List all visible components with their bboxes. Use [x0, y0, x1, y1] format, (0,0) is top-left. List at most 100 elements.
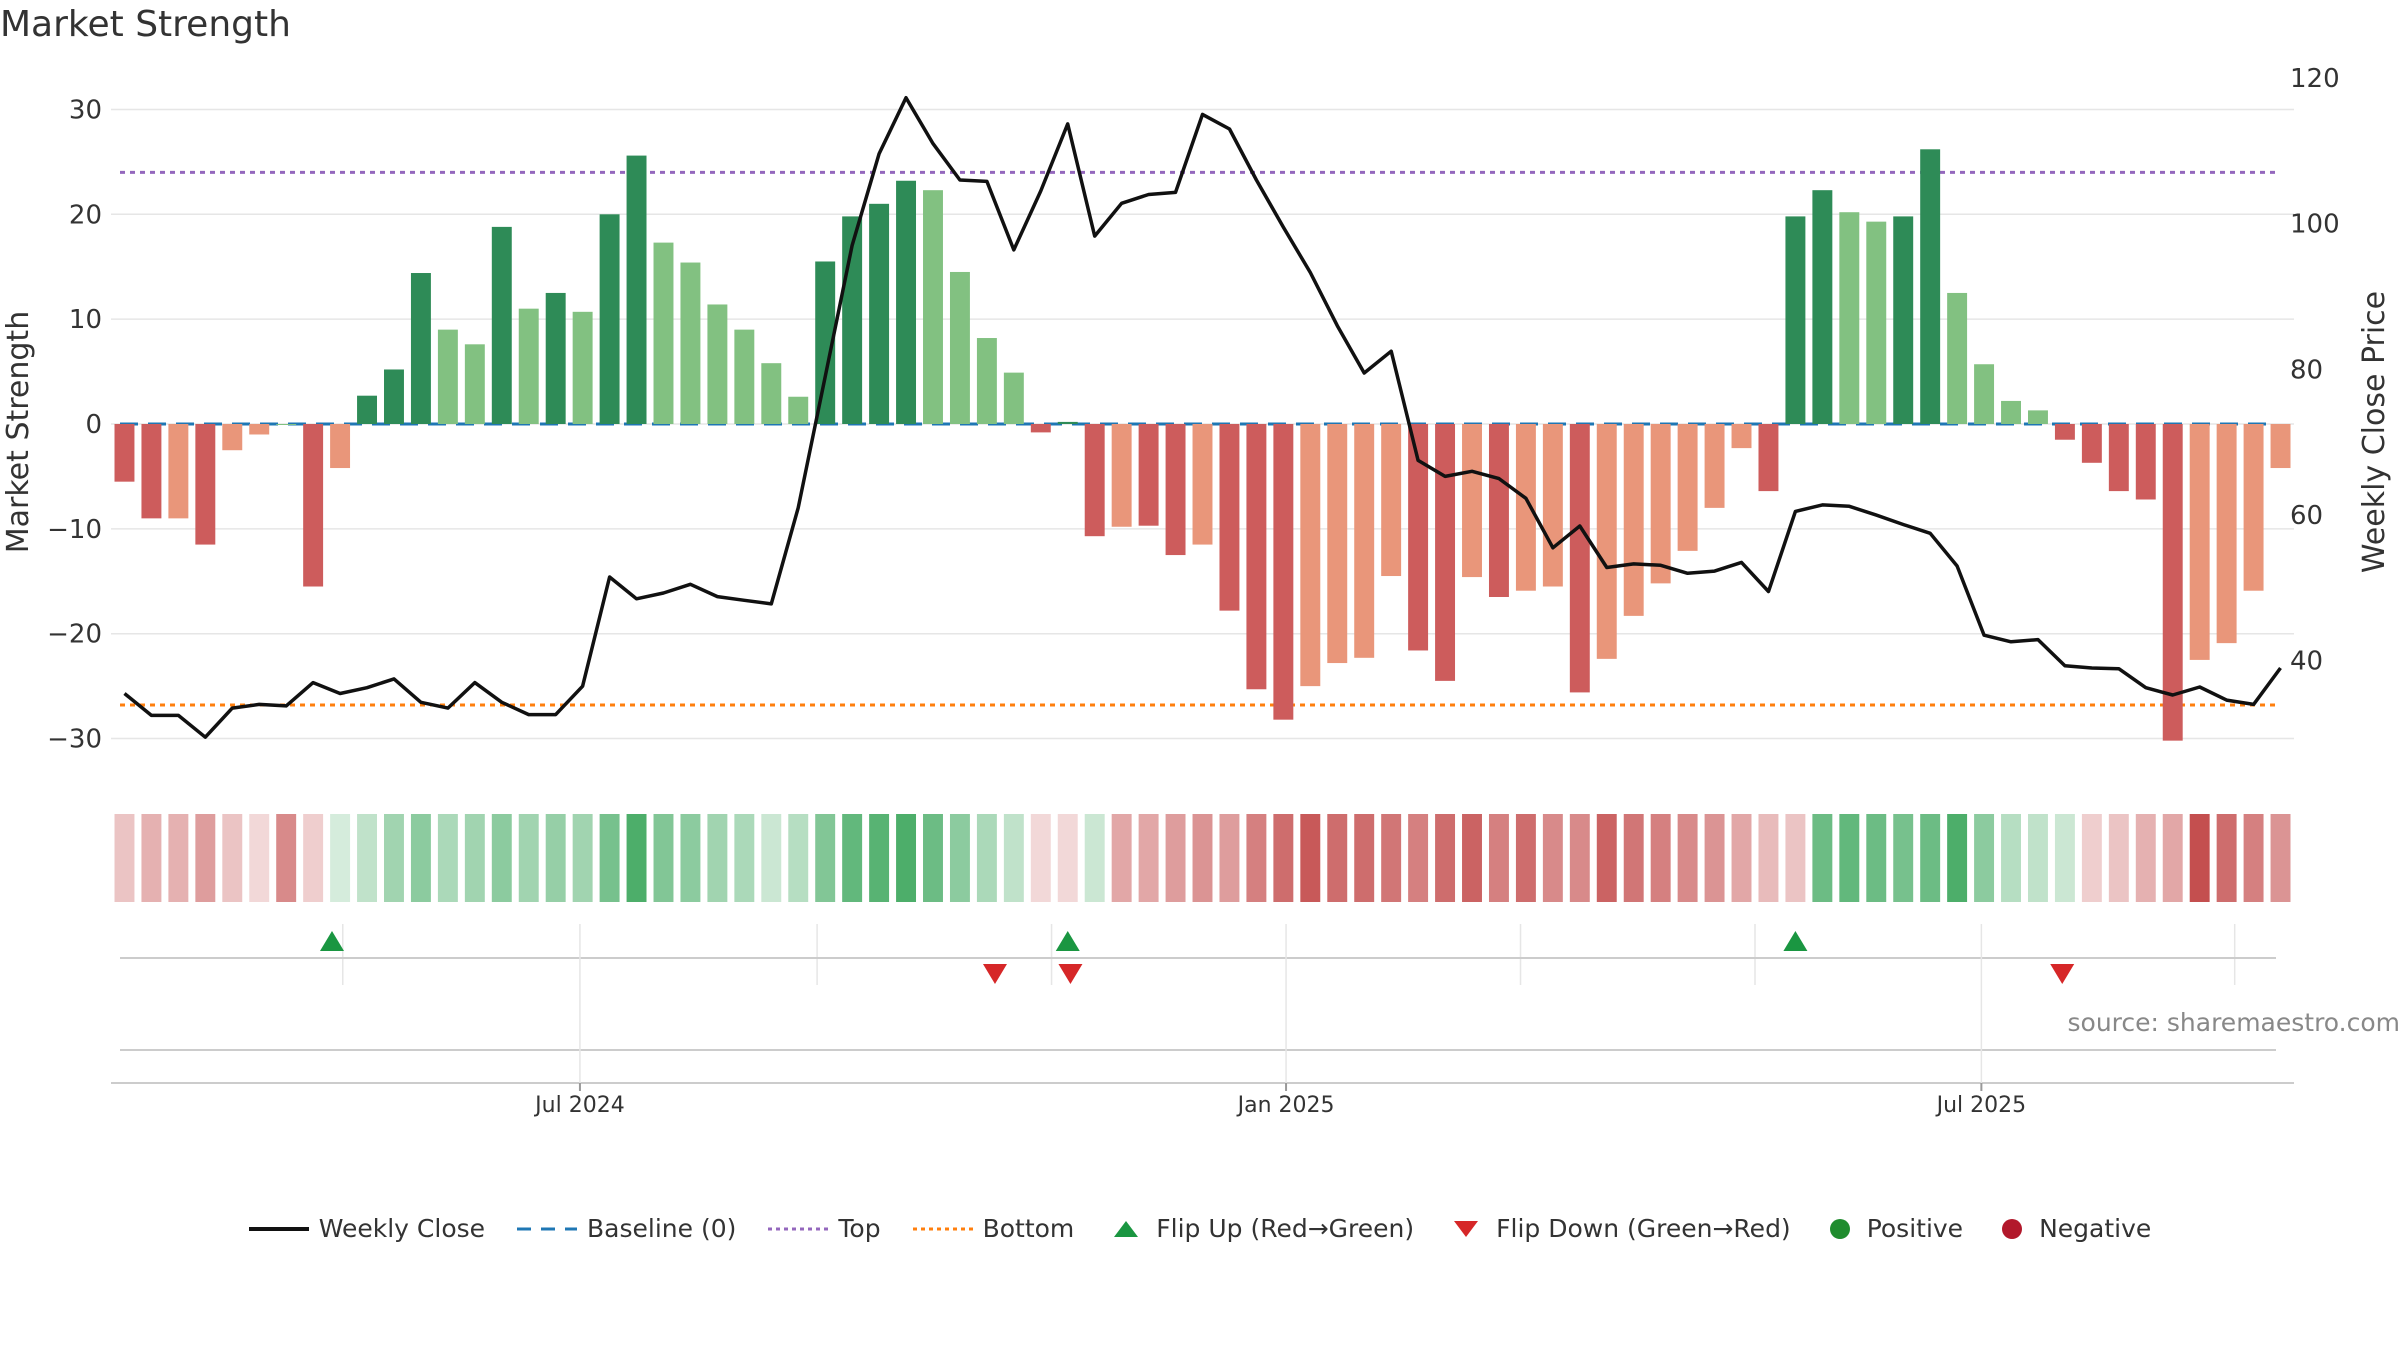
heat-cell — [518, 814, 539, 902]
heat-cell — [1354, 814, 1375, 902]
heat-cell — [1515, 814, 1536, 902]
heat-cell — [2216, 814, 2237, 902]
heat-cell — [1893, 814, 1914, 902]
heat-cell — [734, 814, 755, 902]
heat-cell — [384, 814, 404, 902]
strength-bar — [2027, 410, 2048, 424]
heat-cell — [141, 814, 162, 902]
y-tick-label: −10 — [47, 515, 102, 545]
heat-cell — [2270, 814, 2291, 902]
y2-axis-label: Weekly Close Price — [2357, 291, 2392, 573]
legend-item-weekly-close: Weekly Close — [248, 1214, 485, 1243]
strength-bar — [707, 304, 728, 424]
heat-cell — [680, 814, 701, 902]
heat-cell — [2189, 814, 2210, 902]
strength-bar — [276, 424, 297, 425]
strength-bar — [2001, 400, 2021, 424]
heat-cell — [357, 814, 378, 902]
heat-cell — [1650, 814, 1671, 902]
y-tick-label: 30 — [69, 95, 102, 125]
heat-cell — [869, 814, 890, 902]
heat-cell — [707, 814, 728, 902]
strength-bar — [1354, 424, 1375, 658]
heat-cell — [761, 814, 782, 902]
strength-bar — [1677, 424, 1698, 551]
strength-bar — [1165, 424, 1186, 556]
flip-up-marker — [1055, 931, 1080, 951]
heat-cell — [195, 814, 216, 902]
y2-tick-label: 120 — [2290, 64, 2340, 94]
heat-cell — [1731, 814, 1752, 902]
strength-bar — [2243, 424, 2264, 591]
heat-cell — [572, 814, 593, 902]
heat-cell — [1057, 814, 1078, 902]
heat-cell — [1408, 814, 1429, 902]
flip-down-marker — [1058, 964, 1083, 984]
heat-cell — [222, 814, 243, 902]
heat-cell — [1785, 814, 1806, 902]
heat-cell — [842, 814, 863, 902]
strength-bar — [1057, 421, 1078, 424]
dotted-line-swatch-icon — [912, 1227, 973, 1230]
strength-bar — [1488, 424, 1509, 597]
heat-cell — [599, 814, 620, 902]
strength-bar — [357, 395, 378, 424]
heat-cell — [2135, 814, 2156, 902]
strength-bar — [1623, 424, 1644, 616]
strength-bar — [1300, 424, 1321, 687]
circle-icon — [1829, 1218, 1850, 1239]
weekly-close-layer — [123, 95, 2282, 739]
strength-bar — [572, 311, 593, 424]
strength-bar — [1192, 424, 1213, 545]
heat-cell — [1947, 814, 1968, 902]
heat-cell — [1138, 814, 1159, 902]
heat-cell — [545, 814, 566, 902]
strength-bar — [141, 424, 162, 519]
triangle-down-icon — [1454, 1220, 1479, 1237]
heat-cell — [1462, 814, 1482, 902]
strength-bar — [976, 338, 997, 424]
y2-tick-label: 100 — [2290, 210, 2340, 240]
strength-bar — [869, 203, 890, 424]
strength-bar — [1219, 424, 1240, 611]
heat-cell — [1569, 814, 1590, 902]
strength-bar — [1704, 424, 1725, 508]
dashed-line-swatch-icon — [517, 1227, 578, 1230]
strength-bar — [114, 424, 135, 482]
heat-cell — [1866, 814, 1887, 902]
x-tick-label: Jul 2025 — [1935, 1093, 2027, 1118]
strength-bar — [1138, 424, 1159, 526]
strength-bar — [1246, 424, 1267, 690]
strength-bar — [384, 369, 404, 424]
y-tick-label: −20 — [47, 620, 102, 650]
strength-bar — [491, 226, 512, 424]
x-tick-label: Jan 2025 — [1236, 1093, 1335, 1118]
heat-cell — [2162, 814, 2183, 902]
heat-cell — [896, 814, 917, 902]
legend-label: Flip Down (Green→Red) — [1496, 1214, 1791, 1243]
strength-bar — [2054, 424, 2075, 440]
strength-bar — [2162, 424, 2183, 741]
heat-cell — [1084, 814, 1105, 902]
heat-cell — [1381, 814, 1402, 902]
strength-bar — [410, 273, 431, 424]
weekly-close-line — [123, 95, 2282, 739]
heat-cell — [1246, 814, 1267, 902]
heat-strip-layer — [114, 814, 2291, 902]
legend-item-top: Top — [768, 1214, 881, 1243]
heat-cell — [1974, 814, 1995, 902]
strength-bar — [949, 271, 970, 424]
legend-item-positive: Positive — [1823, 1214, 1963, 1243]
heat-cell — [2108, 814, 2129, 902]
heat-cell — [1003, 814, 1024, 902]
legend-label: Negative — [2039, 1214, 2152, 1243]
strength-bar — [1003, 372, 1024, 424]
legend-item-negative: Negative — [1995, 1214, 2151, 1243]
heat-cell — [1192, 814, 1213, 902]
flip-up-marker — [1783, 931, 1808, 951]
strength-bar — [1462, 424, 1482, 578]
strength-bar — [1974, 364, 1995, 424]
y-tick-label: −30 — [47, 725, 102, 755]
strength-bar — [1408, 424, 1429, 651]
strength-bar — [1515, 424, 1536, 591]
